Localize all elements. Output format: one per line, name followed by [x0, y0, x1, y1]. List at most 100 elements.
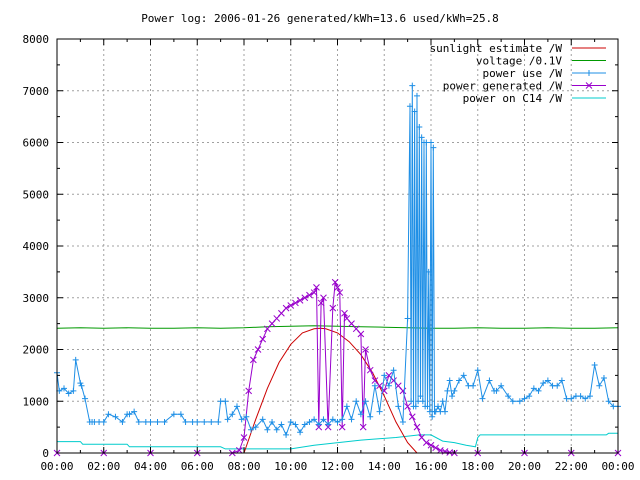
data-point-plus — [558, 377, 565, 384]
y-tick-label: 6000 — [23, 137, 50, 150]
data-point-cross — [336, 289, 344, 296]
x-tick-label: 14:00 — [368, 460, 401, 473]
data-point-cross — [254, 346, 262, 353]
data-point-plus — [182, 418, 189, 425]
data-point-cross — [282, 304, 290, 312]
data-point-cross — [427, 441, 435, 449]
data-point-plus — [301, 421, 308, 428]
x-tick-label: 02:00 — [87, 460, 120, 473]
data-point-cross — [240, 434, 248, 441]
data-point-plus — [65, 390, 72, 397]
data-point-plus — [131, 408, 138, 415]
data-point-plus — [329, 416, 336, 423]
data-point-plus — [526, 393, 533, 400]
data-point-plus — [521, 395, 528, 402]
legend-label: sunlight estimate /W — [430, 42, 563, 55]
legend-label: power on C14 /W — [463, 92, 563, 105]
data-point-plus — [233, 403, 240, 410]
data-point-cross — [359, 423, 367, 431]
x-tick-label: 12:00 — [321, 460, 354, 473]
data-point-plus — [428, 139, 434, 146]
y-tick-label: 5000 — [23, 188, 50, 201]
data-point-plus — [215, 418, 222, 425]
data-point-plus — [591, 362, 598, 369]
data-point-cross — [313, 284, 320, 291]
data-point-plus — [568, 395, 575, 402]
data-point-plus — [444, 387, 451, 394]
data-point-plus — [170, 411, 177, 418]
data-point-plus — [201, 418, 208, 425]
data-point-plus — [451, 387, 458, 394]
data-point-plus — [264, 426, 271, 433]
data-point-plus — [78, 382, 85, 389]
series-layer — [53, 82, 622, 457]
series-power-generated-w — [53, 278, 622, 457]
legend-label: voltage /0.1V — [476, 55, 562, 68]
data-point-plus — [412, 403, 419, 410]
data-point-cross — [245, 387, 253, 395]
y-tick-label: 8000 — [23, 33, 50, 46]
data-point-plus — [224, 416, 231, 423]
data-point-plus — [419, 398, 426, 405]
data-point-plus — [399, 418, 406, 425]
data-point-cross — [422, 439, 430, 447]
data-point-plus — [540, 380, 547, 387]
data-point-plus — [430, 144, 437, 151]
y-tick-label: 1000 — [23, 395, 50, 408]
data-point-plus — [596, 382, 603, 389]
data-point-plus — [100, 418, 107, 425]
data-point-plus — [287, 418, 294, 425]
data-point-cross — [259, 335, 267, 343]
data-point-plus — [105, 411, 112, 418]
y-tick-label: 3000 — [23, 292, 50, 305]
data-point-plus — [586, 393, 593, 400]
data-point-cross — [362, 346, 369, 353]
data-point-plus — [425, 268, 432, 275]
data-point-plus — [339, 416, 346, 423]
data-point-plus — [269, 418, 276, 425]
data-point-plus — [315, 421, 322, 428]
data-point-plus — [554, 382, 561, 389]
data-point-plus — [493, 387, 500, 394]
data-point-plus — [177, 411, 184, 418]
data-point-plus — [417, 393, 424, 400]
data-point-plus — [306, 418, 313, 425]
y-tick-label: 2000 — [23, 344, 50, 357]
data-point-cross — [296, 296, 304, 304]
data-point-plus — [385, 382, 392, 389]
data-point-plus — [147, 418, 154, 425]
data-point-cross — [432, 444, 440, 452]
data-point-plus — [449, 393, 456, 400]
data-point-plus — [343, 403, 350, 410]
data-point-plus — [530, 385, 537, 392]
data-point-plus — [161, 418, 168, 425]
data-point-plus — [82, 395, 89, 402]
data-point-plus — [112, 413, 119, 420]
data-point-cross — [404, 403, 411, 410]
series-power-on-c14-w — [57, 432, 618, 450]
data-point-cross — [301, 294, 309, 302]
data-point-plus — [381, 372, 388, 379]
data-point-plus — [70, 387, 77, 394]
data-point-plus — [243, 413, 250, 420]
data-point-cross — [585, 82, 593, 89]
grid-lines — [57, 39, 618, 453]
data-point-plus — [409, 82, 416, 89]
data-point-plus — [439, 398, 446, 405]
chart-title: Power log: 2006-01-26 generated/kWh=13.6… — [141, 12, 499, 25]
data-point-plus — [406, 103, 413, 110]
data-point-plus — [605, 398, 612, 405]
data-point-plus — [474, 367, 481, 374]
data-point-cross — [287, 302, 295, 309]
data-point-plus — [456, 377, 463, 384]
data-point-plus — [411, 108, 418, 115]
series-line — [57, 432, 618, 450]
data-point-cross — [317, 299, 325, 307]
data-point-plus — [248, 426, 255, 433]
y-tick-label: 0 — [42, 447, 49, 460]
data-point-plus — [334, 418, 341, 425]
data-point-plus — [535, 387, 542, 394]
data-point-plus — [424, 403, 431, 410]
